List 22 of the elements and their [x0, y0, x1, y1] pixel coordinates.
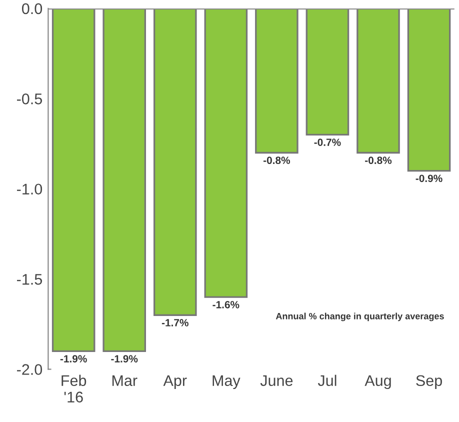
- data-label: -0.7%: [314, 138, 341, 146]
- data-label: -1.7%: [162, 319, 188, 326]
- y-tick-label: -1.0: [16, 184, 42, 195]
- x-tick-label: Jul: [318, 374, 336, 386]
- data-label: -0.8%: [263, 156, 290, 164]
- x-tick-label: Aug: [364, 375, 391, 390]
- y-tick-label: 0.0: [22, 3, 42, 14]
- data-label: -1.9%: [60, 355, 87, 362]
- data-label: -0.8%: [365, 156, 392, 164]
- data-label: -1.6%: [212, 300, 240, 308]
- x-tick-label: May: [212, 375, 240, 390]
- x-tick-label: Apr: [163, 375, 187, 390]
- x-tick-label: Feb '16: [62, 374, 86, 402]
- x-tick-label: Sep: [416, 375, 442, 390]
- x-tick-label: June: [260, 375, 293, 386]
- x-tick-label: Mar: [112, 375, 138, 386]
- data-label: -1.9%: [111, 355, 138, 362]
- y-tick-label: -2.0: [16, 364, 42, 375]
- y-tick-label: -1.5: [16, 274, 42, 285]
- y-tick-label: -0.5: [16, 94, 42, 104]
- data-label: -0.9%: [416, 174, 442, 182]
- annotation: Annual % change in quarterly averages: [276, 312, 444, 322]
